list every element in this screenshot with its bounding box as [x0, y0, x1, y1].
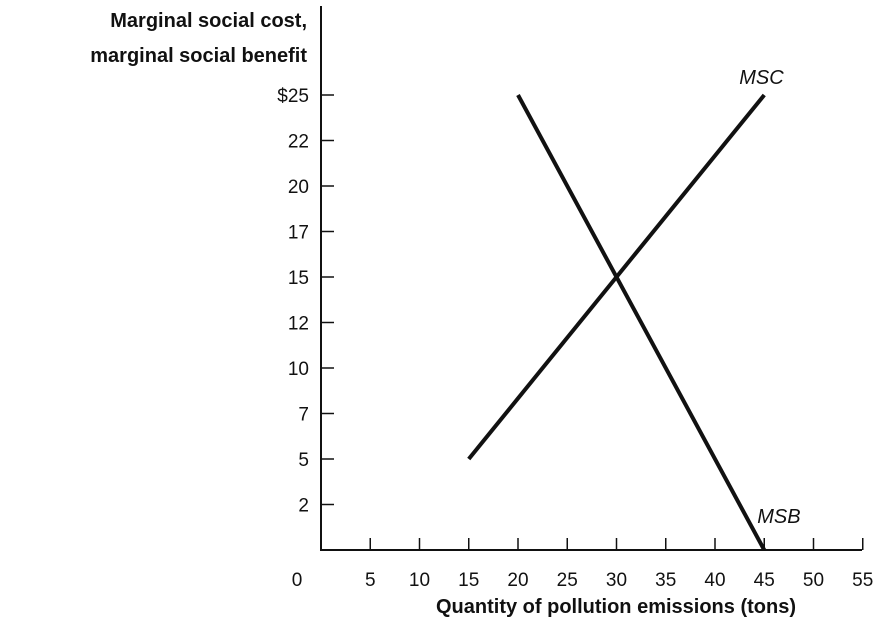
y-tick-label: $25 — [277, 86, 309, 107]
y-tick-label: 15 — [288, 268, 309, 289]
x-tick-label: 20 — [507, 570, 528, 591]
x-tick-label: 30 — [606, 570, 627, 591]
x-tick-label: 25 — [557, 570, 578, 591]
x-tick-label: 45 — [754, 570, 775, 591]
x-tick-label: 40 — [704, 570, 725, 591]
y-tick-label: 7 — [298, 405, 309, 426]
msb-label: MSB — [757, 506, 800, 528]
x-tick-label: 5 — [365, 570, 376, 591]
x-tick-label: 50 — [803, 570, 824, 591]
msb-curve — [516, 94, 767, 551]
x-tick-label: 35 — [655, 570, 676, 591]
y-tick-label: 22 — [288, 132, 309, 153]
x-tick-label: 10 — [409, 570, 430, 591]
y-axis-title-line-1: Marginal social cost, — [110, 10, 307, 32]
y-tick-label: 5 — [298, 450, 309, 471]
y-tick-label: 10 — [288, 359, 309, 380]
y-tick-label: 12 — [288, 314, 309, 335]
y-axis-title-line-2: marginal social benefit — [90, 45, 307, 67]
y-tick-label: 2 — [298, 496, 309, 517]
y-tick-label: 20 — [288, 177, 309, 198]
y-tick-label: 17 — [288, 223, 309, 244]
origin-label: 0 — [292, 570, 303, 591]
curves: MSC MSB — [467, 67, 801, 551]
msc-label: MSC — [739, 67, 784, 89]
x-tick-label: 15 — [458, 570, 479, 591]
x-axis-title: Quantity of pollution emissions (tons) — [436, 596, 796, 618]
x-tick-label: 55 — [852, 570, 873, 591]
